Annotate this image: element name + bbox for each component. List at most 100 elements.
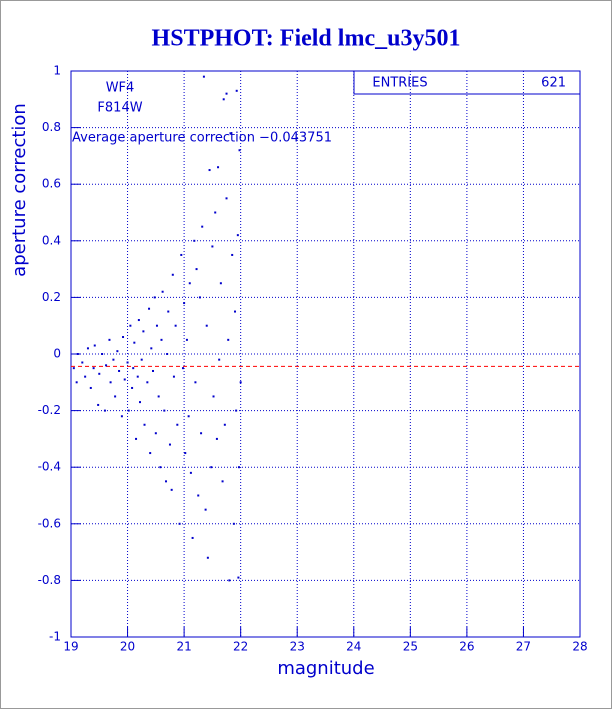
point (211, 245, 214, 248)
point (181, 367, 184, 370)
point (187, 415, 190, 418)
point (116, 350, 119, 353)
point (92, 367, 95, 370)
point (98, 372, 101, 375)
point (201, 225, 204, 228)
point (135, 437, 138, 440)
point (231, 253, 234, 256)
point (154, 432, 157, 435)
x-tick-label: 27 (516, 640, 531, 654)
point (223, 423, 226, 426)
point (163, 409, 166, 412)
point (165, 480, 168, 483)
point (89, 386, 92, 389)
point (229, 132, 232, 135)
point (75, 381, 78, 384)
point (197, 494, 200, 497)
point (148, 307, 151, 310)
average-label: Average aperture correction −0.043751 (72, 131, 332, 146)
point (206, 556, 209, 559)
y-tick-label: -0.6 (38, 516, 61, 530)
point (228, 579, 231, 582)
point (218, 358, 221, 361)
y-tick-label: -0.8 (38, 573, 61, 587)
y-tick-label: 0.8 (42, 120, 61, 134)
point (118, 369, 121, 372)
point (237, 576, 240, 579)
point (149, 452, 152, 455)
point (93, 344, 96, 347)
point (103, 409, 106, 412)
point (180, 253, 183, 256)
x-tick-label: 28 (572, 640, 587, 654)
point (172, 375, 175, 378)
point (136, 375, 139, 378)
point (208, 169, 211, 172)
y-axis-label: aperture correction (9, 103, 30, 277)
point (215, 437, 218, 440)
point (174, 324, 177, 327)
point (204, 508, 207, 511)
point (76, 353, 79, 355)
y-tick-label: -1 (49, 630, 61, 644)
point (142, 330, 145, 333)
point (195, 268, 198, 271)
y-tick-label: 0.2 (42, 290, 61, 304)
point (109, 381, 112, 384)
x-tick-label: 25 (403, 640, 418, 654)
point (160, 338, 163, 341)
point (131, 386, 134, 389)
point (146, 381, 149, 384)
point (120, 415, 123, 418)
point (234, 310, 237, 313)
point (150, 347, 153, 350)
y-tick-label: 0 (53, 347, 61, 361)
point (219, 282, 222, 285)
point (222, 98, 225, 101)
point (184, 452, 187, 455)
x-tick-label: 24 (346, 640, 361, 654)
point (232, 522, 235, 525)
point (129, 324, 132, 327)
point (236, 234, 239, 237)
point (221, 480, 224, 483)
point (214, 211, 217, 214)
point (84, 375, 87, 378)
x-tick-label: 22 (233, 640, 248, 654)
point (212, 395, 215, 398)
point (227, 338, 230, 341)
point (152, 369, 155, 372)
point (237, 466, 240, 469)
point (140, 358, 143, 361)
y-tick-label: -0.4 (38, 460, 61, 474)
point (81, 361, 84, 364)
point (193, 239, 196, 242)
point (126, 361, 129, 364)
chart-title: HSTPHOT: Field lmc_u3y501 (152, 26, 461, 52)
y-tick-label: 1 (53, 64, 61, 78)
point (238, 149, 241, 152)
point (123, 378, 126, 381)
point (166, 353, 169, 355)
point (138, 401, 141, 404)
stats-label: ENTRIES (372, 76, 427, 91)
point (143, 423, 146, 426)
point (157, 395, 160, 398)
y-tick-label: 0.4 (42, 233, 61, 247)
point (86, 347, 89, 350)
point (200, 432, 203, 435)
x-tick-label: 26 (459, 640, 474, 654)
point (189, 471, 192, 474)
point (97, 403, 100, 406)
point (153, 296, 156, 299)
x-axis-label: magnitude (277, 658, 374, 679)
point (191, 536, 194, 539)
y-tick-label: 0.6 (42, 177, 61, 191)
x-tick-label: 23 (290, 640, 305, 654)
point (112, 358, 115, 361)
stats-value: 621 (541, 76, 566, 91)
point (101, 353, 104, 355)
point (168, 443, 171, 446)
point (194, 381, 197, 384)
